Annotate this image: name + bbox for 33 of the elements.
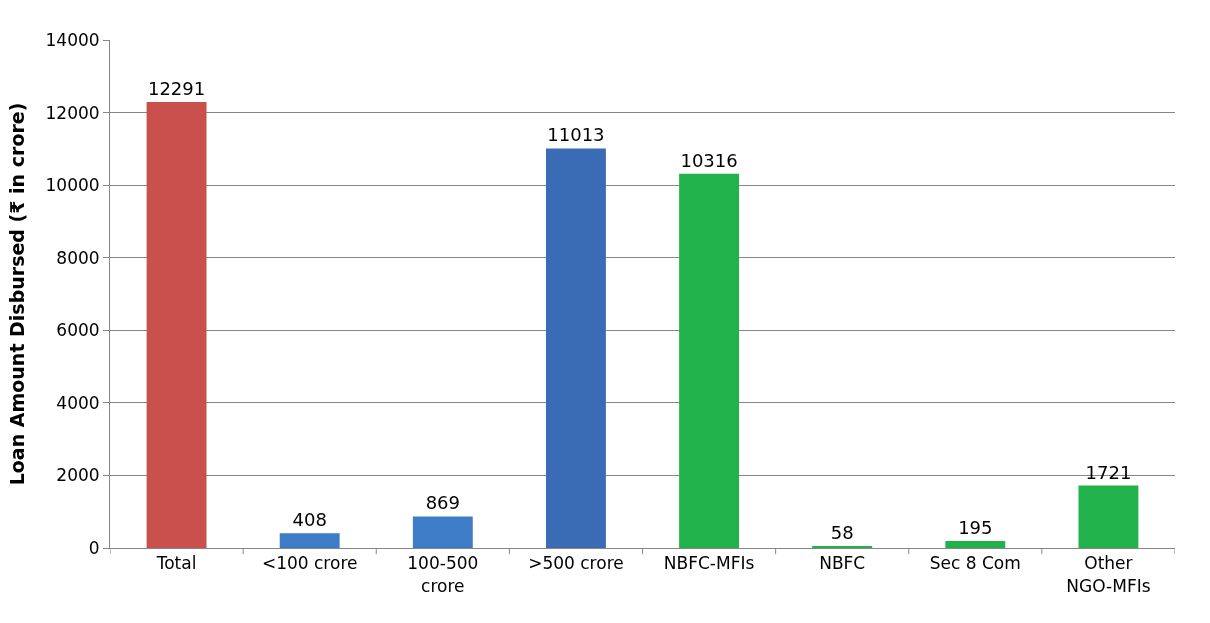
bar (1078, 485, 1139, 548)
y-axis-title: Loan Amount Disbursed (₹ in crore) (6, 102, 29, 486)
y-tick-label: 12000 (45, 102, 100, 123)
data-label: 1721 (1085, 461, 1132, 483)
y-tick-label: 14000 (45, 29, 100, 50)
data-label: 11013 (547, 124, 605, 146)
data-label: 12291 (147, 78, 206, 100)
bar (412, 516, 473, 548)
y-tick-label: 0 (88, 537, 100, 558)
bar (146, 102, 207, 548)
bar (679, 173, 740, 548)
bar (545, 148, 606, 548)
x-tick-label: 100-500 crore (407, 553, 479, 596)
x-tick-label: <100 crore (261, 553, 358, 574)
x-tick-label: Sec 8 Com (929, 553, 1021, 574)
y-tick-label: 6000 (56, 320, 100, 341)
x-tick-label: Total (155, 553, 197, 574)
bar (279, 533, 340, 548)
bar (812, 545, 873, 548)
data-label: 408 (292, 509, 327, 531)
data-label: 869 (425, 492, 460, 514)
data-label: 10316 (680, 149, 738, 171)
data-label: 195 (958, 516, 993, 538)
x-tick-label: Other NGO-MFIs (1066, 553, 1151, 596)
y-tick-label: 2000 (56, 465, 100, 486)
y-tick-label: 8000 (56, 247, 100, 268)
data-label: 58 (830, 521, 854, 543)
bar (945, 540, 1006, 548)
y-tick-label: 10000 (45, 175, 100, 196)
x-tick-label: NBFC (819, 553, 866, 574)
y-tick-label: 4000 (56, 392, 100, 413)
x-tick-label: >500 crore (528, 553, 624, 574)
x-tick-label: NBFC-MFIs (663, 553, 755, 574)
